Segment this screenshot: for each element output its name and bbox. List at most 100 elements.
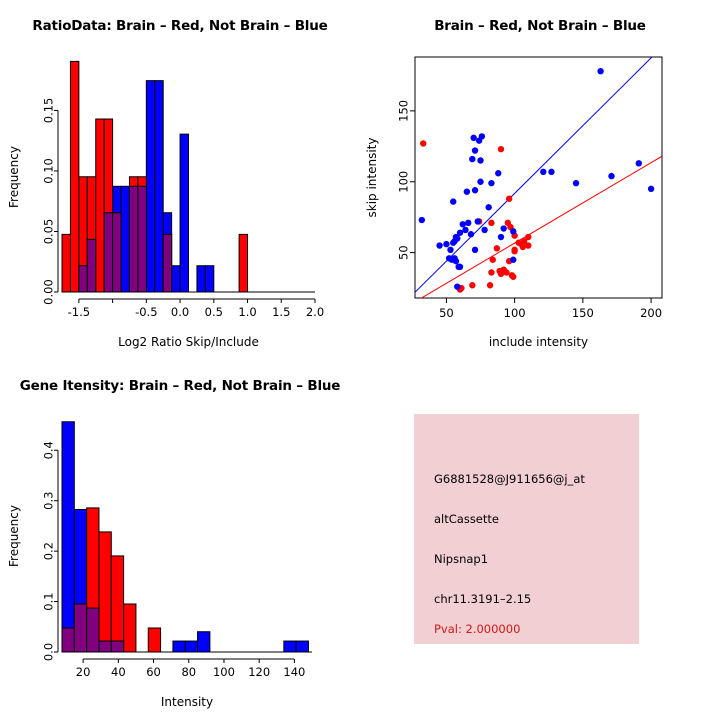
scatter-point — [488, 179, 495, 187]
panel-ratio-histogram: RatioData: Brain – Red, Not Brain – Blue… — [0, 0, 360, 360]
y-axis: 0.00 0.05 0.10 0.15 — [42, 98, 59, 305]
scatter-inner — [415, 57, 662, 298]
y-axis: 50 100 150 — [397, 100, 415, 260]
scatter-point — [452, 257, 460, 265]
scatter-point — [488, 219, 495, 227]
hist-bar — [283, 640, 297, 653]
scatter-point — [418, 216, 426, 224]
scatter-point — [497, 233, 505, 241]
y-tick-label: 0.00 — [42, 279, 56, 305]
scatter-point — [505, 195, 513, 202]
probe-id-label: G6881528@J911656@j_at — [434, 472, 585, 486]
scatter-series-brain-red — [419, 140, 532, 293]
y-tick-label: 50 — [397, 245, 411, 260]
scatter-point — [462, 226, 469, 234]
x-axis: 20 40 60 80 100 120 140 — [76, 658, 305, 679]
scatter-point — [475, 137, 483, 144]
x-tick-label: 0.0 — [171, 305, 189, 319]
hist-bar — [197, 631, 211, 653]
x-tick-label: 100 — [213, 665, 235, 679]
x-tick-label: 20 — [76, 665, 91, 679]
scatter-point — [540, 168, 547, 176]
hist-bar-overlap — [98, 640, 112, 653]
scatter-point — [465, 219, 472, 227]
y-axis: 0.0 0.1 0.2 0.3 0.4 — [42, 441, 59, 661]
scatter-point — [463, 188, 471, 195]
x-tick-label: 120 — [248, 665, 270, 679]
scatter-point — [471, 246, 479, 253]
event-type-label: altCassette — [434, 512, 499, 526]
hist-bar-overlap — [86, 238, 97, 293]
y-tick-label: 0.1 — [42, 592, 56, 610]
scatter-point — [497, 145, 505, 153]
hist-bar — [145, 80, 156, 293]
scatter-point — [486, 282, 494, 289]
hist-bar — [238, 233, 249, 293]
reference-line-red-line — [420, 155, 662, 298]
scatter-point — [470, 134, 477, 142]
hist-bar — [61, 233, 71, 293]
gene-histogram-title: Gene Itensity: Brain – Red, Not Brain – … — [19, 378, 341, 394]
pval-label: Pval: 2.000000 — [434, 622, 521, 636]
scatter-point — [510, 273, 517, 280]
hist-bar — [95, 118, 105, 293]
scatter-point — [443, 240, 450, 248]
gene-histogram-plot: 0.0 0.1 0.2 0.3 0.4 Frequency 20 40 60 80 100 120 14… — [7, 421, 312, 709]
scatter-point — [525, 233, 532, 241]
x-tick-label: 150 — [572, 306, 594, 320]
hist-bar — [171, 265, 181, 293]
hist-bar — [154, 80, 164, 293]
scatter-point — [459, 221, 466, 228]
y-tick-label: 100 — [397, 171, 411, 193]
hist-bar — [61, 421, 75, 653]
ratio-histogram-plot: 0.00 0.05 0.10 0.15 Frequency -1.5 -0.5 0.0 0.5 1… — [7, 60, 324, 349]
hist-bar-overlap — [162, 233, 173, 293]
x-tick-label: 140 — [283, 665, 305, 679]
y-tick-label: 0.15 — [42, 98, 56, 124]
y-tick-label: 0.3 — [42, 492, 56, 510]
x-axis-label: include intensity — [489, 335, 588, 349]
hist-bar-overlap — [137, 185, 147, 293]
scatter-point — [450, 198, 457, 205]
hist-bar — [172, 640, 186, 653]
scatter-point — [503, 269, 510, 276]
scatter-point — [635, 160, 642, 167]
scatter-series-not-brain-blue — [418, 67, 655, 290]
scatter-point — [477, 157, 484, 164]
svg-gene-content: 0.0 0.1 0.2 0.3 0.4 Frequency 20 40 60 80 100 120 14… — [7, 421, 312, 709]
scatter-plot: 50 100 150 skip intensity 50 100 150 200 include… — [365, 56, 663, 349]
scatter-point — [471, 147, 479, 154]
hist-bar — [123, 603, 137, 653]
x-tick-label: 100 — [504, 306, 526, 320]
scatter-point — [456, 229, 464, 236]
hist-bar-overlap — [103, 212, 114, 293]
x-tick-label: 1.5 — [272, 305, 290, 319]
scatter-point — [456, 263, 464, 271]
hist-bar-overlap — [128, 185, 139, 293]
scatter-point — [495, 170, 502, 177]
hist-bar — [204, 265, 215, 293]
scatter-point — [519, 243, 527, 251]
hist-bar-overlap — [112, 212, 122, 293]
bars-overlap-purple — [61, 603, 125, 653]
y-axis-label: Frequency — [7, 505, 21, 567]
scatter-point — [454, 283, 461, 290]
y-tick-label: 0.10 — [42, 158, 56, 184]
svg-ratio-content: 0.00 0.05 0.10 0.15 Frequency -1.5 -0.5 0.0 0.5 1… — [7, 60, 324, 349]
hist-bar — [147, 627, 162, 653]
hist-bar — [69, 60, 80, 293]
gene-info-box: G6881528@J911656@j_at altCassette Nipsna… — [414, 414, 639, 644]
hist-bar-overlap — [110, 640, 125, 653]
x-axis-label: Intensity — [161, 695, 213, 709]
scatter-point — [525, 242, 532, 249]
scatter-point — [510, 256, 517, 263]
scatter-point — [500, 225, 507, 232]
gene-symbol-label: Nipsnap1 — [434, 552, 489, 566]
scatter-point — [471, 187, 479, 194]
x-tick-label: 2.0 — [306, 305, 324, 319]
panel-scatter: Brain – Red, Not Brain – Blue 50 100 150 sk… — [360, 0, 720, 360]
scatter-point — [572, 179, 580, 187]
scatter-point — [548, 168, 555, 176]
x-tick-label: -0.5 — [135, 305, 157, 319]
